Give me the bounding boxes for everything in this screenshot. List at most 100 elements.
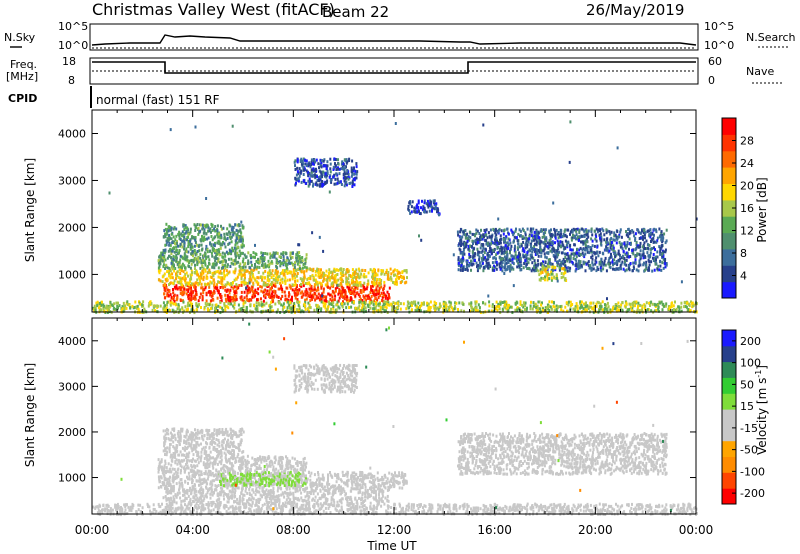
heatmap-cell	[209, 227, 212, 231]
heatmap-cell	[633, 267, 635, 270]
heatmap-cell	[361, 299, 364, 302]
heatmap-cell	[213, 244, 216, 248]
heatmap-cell	[202, 278, 205, 282]
heatmap-cell	[192, 282, 195, 286]
heatmap-cell	[134, 300, 137, 304]
heatmap-cell	[287, 261, 290, 265]
heatmap-cell	[296, 262, 299, 266]
heatmap-cell	[617, 258, 620, 262]
heatmap-cell	[417, 307, 420, 311]
heatmap-cell	[279, 264, 282, 268]
heatmap-cell	[315, 282, 318, 286]
heatmap-cell	[365, 275, 368, 279]
heatmap-cell	[161, 253, 164, 257]
heatmap-cell	[243, 272, 246, 276]
heatmap-cell	[227, 295, 230, 299]
heatmap-cell	[214, 257, 217, 261]
heatmap-cell	[207, 229, 210, 233]
heatmap-cell	[530, 244, 533, 248]
heatmap-cell	[201, 296, 204, 300]
heatmap-cell	[538, 242, 541, 246]
heatmap-cell	[680, 305, 683, 309]
heatmap-cell	[388, 286, 391, 290]
heatmap-cell	[625, 302, 628, 306]
heatmap-cell	[166, 294, 169, 298]
heatmap-cell	[255, 301, 258, 305]
heatmap-cell	[456, 230, 459, 234]
heatmap-cell	[629, 302, 632, 306]
heatmap-cell	[333, 182, 336, 186]
heatmap-cell	[267, 259, 270, 263]
heatmap-cell	[196, 257, 199, 261]
heatmap-cell	[547, 251, 550, 255]
heatmap-cell	[620, 242, 623, 246]
heatmap-cell	[591, 257, 594, 261]
heatmap-cell	[318, 298, 321, 301]
heatmap-cell	[178, 233, 181, 237]
heatmap-cell	[228, 251, 231, 255]
heatmap-cell	[519, 234, 522, 238]
heatmap-cell	[257, 301, 260, 305]
heatmap-cell	[223, 268, 226, 272]
heatmap-cell	[175, 253, 178, 257]
heatmap-cell	[188, 265, 191, 269]
heatmap-cell	[222, 286, 225, 290]
heatmap-cell	[225, 269, 228, 273]
heatmap-cell	[268, 292, 271, 296]
heatmap-cell	[632, 265, 635, 269]
heatmap-cell	[593, 229, 596, 233]
heatmap-cell	[190, 282, 193, 286]
heatmap-cell	[347, 287, 350, 291]
heatmap-cell	[577, 239, 580, 242]
heatmap-cell	[383, 300, 386, 304]
heatmap-cell	[459, 227, 462, 231]
heatmap-cell	[351, 182, 354, 186]
heatmap-cell	[213, 289, 216, 293]
heatmap-cell	[179, 254, 182, 258]
heatmap-cell	[93, 309, 96, 313]
heatmap-cell	[361, 268, 364, 272]
heatmap-cell	[295, 253, 298, 257]
heatmap-cell	[168, 289, 171, 293]
heatmap-cell	[458, 247, 461, 251]
heatmap-cell	[670, 305, 673, 308]
heatmap-cell	[600, 262, 603, 266]
heatmap-cell	[264, 269, 267, 273]
heatmap-cell	[296, 272, 299, 275]
heatmap-cell	[601, 227, 604, 231]
heatmap-cell	[166, 292, 169, 296]
heatmap-cell	[652, 240, 655, 244]
heatmap-cell	[309, 289, 312, 293]
heatmap-cell	[548, 309, 551, 312]
heatmap-cell	[374, 306, 377, 310]
heatmap-cell	[261, 259, 264, 263]
heatmap-cell	[179, 258, 182, 262]
heatmap-cell	[176, 287, 179, 291]
heatmap-cell	[178, 268, 181, 272]
heatmap-cell	[232, 259, 235, 263]
heatmap-cell	[557, 231, 560, 234]
heatmap-cell	[182, 256, 184, 260]
heatmap-cell	[649, 228, 652, 232]
heatmap-cell	[316, 179, 319, 182]
heatmap-cell	[169, 303, 172, 307]
heatmap-cell	[659, 250, 662, 254]
heatmap-cell	[228, 283, 231, 286]
heatmap-cell	[328, 271, 331, 275]
heatmap-cell	[600, 243, 603, 247]
heatmap-cell	[609, 308, 612, 312]
heatmap-cell	[190, 297, 193, 301]
heatmap-cell	[243, 296, 246, 300]
heatmap-cell	[308, 305, 311, 309]
heatmap-cell	[355, 277, 358, 281]
heatmap-cell	[197, 283, 200, 287]
heatmap-cell	[217, 275, 220, 279]
heatmap-cell	[585, 233, 588, 237]
heatmap-cell	[183, 239, 186, 243]
heatmap-cell	[433, 300, 436, 304]
heatmap-cell	[608, 249, 611, 253]
heatmap-cell	[597, 267, 600, 271]
heatmap-cell	[168, 274, 171, 278]
heatmap-cell	[158, 255, 161, 259]
heatmap-cell	[491, 241, 494, 245]
